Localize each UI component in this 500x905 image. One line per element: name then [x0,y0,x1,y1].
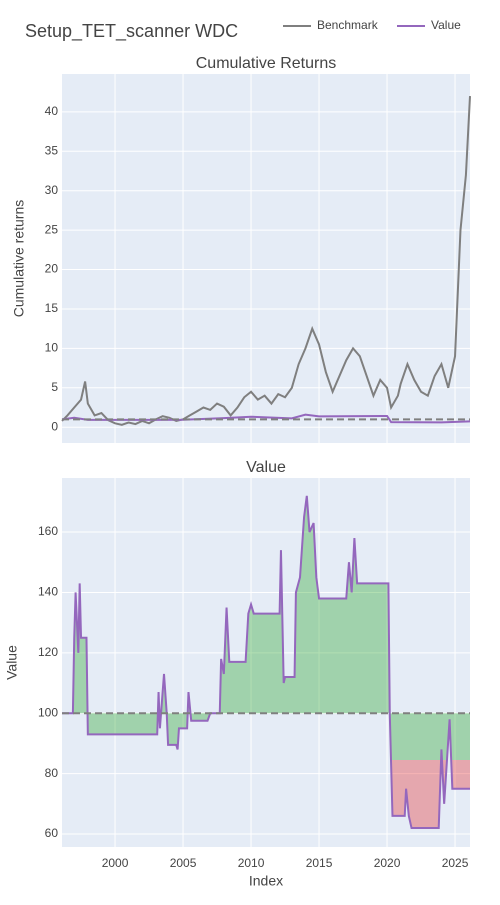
y-tick-label: 100 [38,705,58,719]
subplot-title: Value [246,459,286,476]
y-tick-label: 5 [51,380,58,394]
x-tick-label: 2015 [306,856,333,870]
x-tick-label: 2020 [374,856,401,870]
x-tick-label: 2000 [102,856,129,870]
page-title: Setup_TET_scanner WDC [25,21,238,42]
y-tick-label: 40 [45,104,59,118]
gain-fill [62,495,470,760]
y-axis-label: Cumulative returns [11,200,27,318]
x-tick-label: 2005 [170,856,197,870]
y-tick-label: 30 [45,183,59,197]
legend-label: Benchmark [317,18,379,32]
y-tick-label: 15 [45,301,59,315]
x-tick-label: 2010 [238,856,265,870]
series-line [62,495,470,829]
y-tick-label: 25 [45,222,59,236]
x-tick-label: 2025 [442,856,469,870]
y-tick-label: 120 [38,645,58,659]
legend-label: Value [431,18,461,32]
y-tick-label: 35 [45,143,59,157]
y-tick-label: 10 [45,341,59,355]
series-line [61,96,471,426]
y-tick-label: 20 [45,262,59,276]
subplot-title: Cumulative Returns [196,55,337,72]
y-tick-label: 80 [45,766,59,780]
x-axis-label: Index [249,873,283,889]
plot-area [62,478,470,847]
loss-fill [390,760,470,828]
y-tick-label: 140 [38,585,58,599]
y-tick-label: 0 [51,419,58,433]
y-tick-label: 60 [45,826,59,840]
y-axis-label: Value [4,645,20,680]
y-tick-label: 160 [38,524,58,538]
